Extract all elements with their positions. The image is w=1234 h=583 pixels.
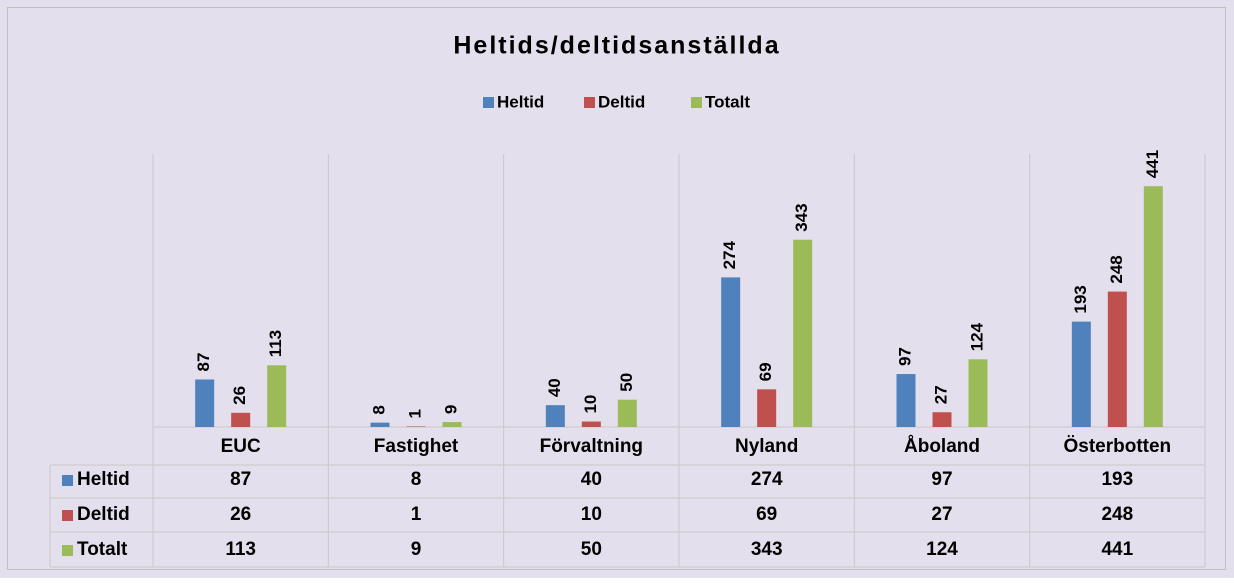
data-label: 1 <box>405 409 424 418</box>
chart-border <box>7 7 1226 570</box>
bar <box>1071 321 1091 427</box>
table-cell: 248 <box>1101 504 1133 525</box>
data-label: 50 <box>617 373 636 392</box>
x-tick-label: EUC <box>221 436 261 457</box>
data-label: 69 <box>756 362 775 381</box>
table-cell: 97 <box>931 469 952 490</box>
data-label: 193 <box>1071 285 1090 313</box>
bar <box>195 379 215 427</box>
chart-title: Heltids/deltidsanställda <box>453 32 780 60</box>
table-cell: 69 <box>756 504 777 525</box>
bar <box>793 239 813 427</box>
table-cell: 26 <box>230 504 251 525</box>
table-cell: 9 <box>411 539 422 560</box>
legend-label: Heltid <box>497 92 544 111</box>
bar <box>757 389 777 427</box>
bar <box>545 405 565 427</box>
table-cell: 113 <box>225 539 256 560</box>
table-legend-swatch <box>62 545 73 556</box>
table-cell: 343 <box>751 539 783 560</box>
table-cell: 1 <box>411 504 422 525</box>
table-cell: 40 <box>581 469 602 490</box>
bar <box>1143 186 1163 427</box>
bar <box>442 422 462 427</box>
x-tick-label: Österbotten <box>1063 436 1171 457</box>
data-label: 87 <box>194 353 213 372</box>
x-tick-label: Nyland <box>735 436 798 457</box>
bar <box>581 421 601 427</box>
data-label: 343 <box>792 203 811 231</box>
table-row-label: Totalt <box>77 539 128 560</box>
bar <box>896 374 916 427</box>
table-cell: 27 <box>931 504 952 525</box>
data-label: 124 <box>967 322 986 351</box>
table-cell: 50 <box>581 539 602 560</box>
data-label: 248 <box>1107 255 1126 283</box>
data-label: 113 <box>266 330 285 357</box>
table-cell: 10 <box>581 504 602 525</box>
data-label: 10 <box>581 395 600 414</box>
data-label: 26 <box>230 386 249 405</box>
table-cell: 441 <box>1101 539 1133 560</box>
bar <box>267 365 287 427</box>
table-cell: 124 <box>926 539 958 560</box>
x-tick-label: Förvaltning <box>540 436 643 457</box>
legend-swatch <box>483 97 494 108</box>
bar <box>721 277 741 427</box>
bar <box>370 422 390 427</box>
table-row-label: Heltid <box>77 469 130 490</box>
bar <box>932 412 952 427</box>
data-label: 441 <box>1143 150 1162 178</box>
data-label: 274 <box>720 240 739 269</box>
bar <box>231 412 251 427</box>
bar <box>968 359 988 427</box>
table-cell: 274 <box>751 469 783 490</box>
data-label: 8 <box>369 405 388 414</box>
data-label: 97 <box>895 347 914 366</box>
bar <box>406 426 426 427</box>
table-cell: 193 <box>1101 469 1133 490</box>
x-tick-label: Åboland <box>904 436 980 457</box>
table-row-label: Deltid <box>77 504 130 525</box>
table-legend-swatch <box>62 475 73 486</box>
table-legend-swatch <box>62 510 73 521</box>
table-cell: 87 <box>230 469 251 490</box>
data-label: 9 <box>441 405 460 414</box>
bar <box>1107 291 1127 427</box>
data-label: 40 <box>545 378 564 397</box>
legend-swatch <box>691 97 702 108</box>
legend-label: Deltid <box>598 92 645 111</box>
x-tick-label: Fastighet <box>374 436 459 457</box>
legend-label: Totalt <box>705 92 750 111</box>
legend-swatch <box>584 97 595 108</box>
bar <box>617 399 637 427</box>
table-cell: 8 <box>411 469 422 490</box>
data-label: 27 <box>931 385 950 404</box>
